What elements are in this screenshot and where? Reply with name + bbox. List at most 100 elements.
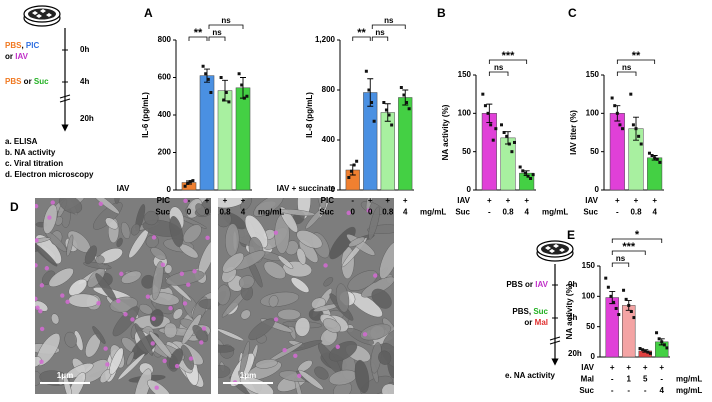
significance-label: ns xyxy=(384,16,394,25)
virion xyxy=(119,271,124,277)
virion xyxy=(174,363,180,369)
virion xyxy=(35,263,38,268)
texture xyxy=(240,309,251,320)
panel-label: D xyxy=(10,200,19,214)
condition-name: Suc xyxy=(455,208,470,217)
condition-value: + xyxy=(205,196,210,205)
treatment-part: or xyxy=(21,77,33,86)
data-point xyxy=(227,100,231,104)
time-label: 0h xyxy=(80,45,89,54)
panel-label: B xyxy=(437,6,446,20)
virion xyxy=(199,340,204,345)
significance-bracket xyxy=(611,262,630,267)
texture xyxy=(296,247,307,265)
texture xyxy=(183,224,202,244)
bar xyxy=(622,305,636,358)
data-point xyxy=(483,104,487,108)
treatment-part: Mal xyxy=(535,318,548,327)
virion xyxy=(373,273,378,278)
y-tick-label: 600 xyxy=(158,73,172,82)
virion xyxy=(201,326,207,331)
time-label: 20h xyxy=(568,349,582,358)
data-point xyxy=(531,173,535,177)
texture xyxy=(112,306,139,337)
condition-value: - xyxy=(611,386,614,395)
data-point xyxy=(245,94,249,98)
data-point xyxy=(237,72,241,76)
y-tick-label: 50 xyxy=(586,322,595,331)
condition-name: Mal xyxy=(581,375,594,384)
texture xyxy=(164,264,173,274)
texture xyxy=(92,326,106,344)
data-point xyxy=(384,108,388,112)
condition-name: PIC xyxy=(321,196,335,205)
condition-name: Suc xyxy=(155,208,170,217)
virion xyxy=(151,235,157,240)
data-point xyxy=(505,134,509,138)
data-point xyxy=(355,159,359,163)
data-point xyxy=(641,348,645,352)
texture xyxy=(95,255,105,265)
texture xyxy=(150,247,167,261)
virion xyxy=(35,203,39,209)
data-point xyxy=(491,138,495,142)
data-point xyxy=(618,123,622,127)
texture xyxy=(354,359,370,394)
y-tick-label: 1,200 xyxy=(315,35,336,44)
data-point xyxy=(627,303,631,307)
data-point xyxy=(632,316,636,320)
texture xyxy=(172,308,183,320)
texture xyxy=(253,198,284,217)
data-point xyxy=(621,127,625,131)
data-point xyxy=(637,134,641,138)
virion xyxy=(160,262,166,267)
data-point xyxy=(399,86,403,89)
texture xyxy=(130,223,141,236)
data-point xyxy=(612,300,616,304)
significance-label: ns xyxy=(622,63,632,72)
condition-name: PIC xyxy=(157,196,171,205)
texture xyxy=(218,284,231,306)
data-point xyxy=(387,113,391,117)
condition-value: - xyxy=(611,375,614,384)
readout-label: d. Electron microscopy xyxy=(5,170,94,179)
condition-value: - xyxy=(616,208,619,217)
texture xyxy=(218,344,235,353)
virion xyxy=(346,210,351,216)
data-point xyxy=(609,294,613,298)
virion xyxy=(168,306,173,311)
treatment-part: Suc xyxy=(34,77,49,86)
error-bar xyxy=(384,103,391,122)
y-axis-label: IAV titer (%) xyxy=(569,110,578,155)
virion xyxy=(47,215,52,220)
texture xyxy=(314,366,329,380)
condition-value: 0.8 xyxy=(502,208,514,217)
data-point xyxy=(219,76,223,79)
readout-label: e. NA activity xyxy=(505,371,555,380)
data-point xyxy=(650,154,654,157)
texture xyxy=(277,255,294,269)
y-tick-label: 50 xyxy=(462,147,471,156)
readout-label: c. Viral titration xyxy=(5,159,63,168)
treatment-part: PIC xyxy=(26,41,40,50)
data-point xyxy=(660,340,664,344)
condition-unit: mg/mL xyxy=(258,208,284,217)
virion xyxy=(35,305,40,310)
bar xyxy=(217,90,233,191)
treatment-label: or Mal xyxy=(524,318,548,327)
y-tick-label: 0 xyxy=(167,185,172,194)
texture xyxy=(144,210,159,226)
treatment-part: PBS xyxy=(5,41,22,50)
virion xyxy=(182,301,188,306)
virion xyxy=(60,293,65,298)
data-point xyxy=(518,165,522,169)
significance-bracket xyxy=(371,36,389,41)
texture xyxy=(134,368,152,394)
significance-bracket xyxy=(208,36,226,41)
data-point xyxy=(643,349,647,353)
significance-bracket xyxy=(188,36,208,41)
texture xyxy=(198,298,211,310)
treatment-label: PBS or Suc xyxy=(5,77,49,86)
virion xyxy=(105,362,110,367)
y-tick-label: 400 xyxy=(158,110,172,119)
